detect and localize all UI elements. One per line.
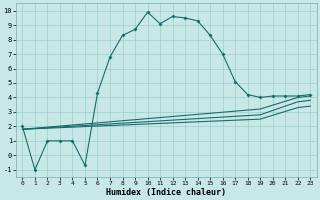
- X-axis label: Humidex (Indice chaleur): Humidex (Indice chaleur): [106, 188, 226, 197]
